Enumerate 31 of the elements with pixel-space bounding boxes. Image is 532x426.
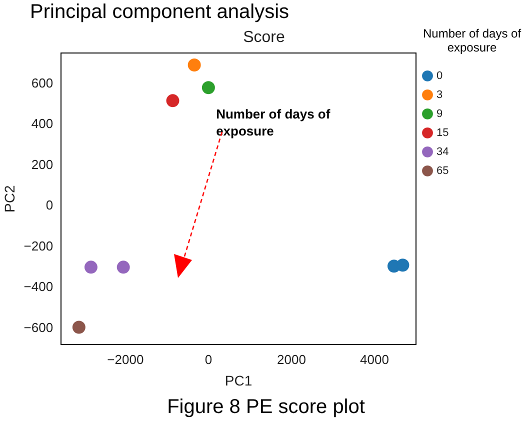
y-tick-label: 200 bbox=[31, 156, 54, 172]
y-tick-label: −600 bbox=[24, 320, 54, 335]
x-axis-title: PC1 bbox=[224, 372, 252, 388]
chart-title: Principal component analysis bbox=[29, 0, 290, 24]
legend-label: 34 bbox=[436, 146, 449, 158]
y-tick-label: −200 bbox=[24, 238, 54, 254]
y-tick-label: 400 bbox=[31, 116, 54, 132]
y-tick-label: 600 bbox=[31, 75, 54, 90]
point bbox=[116, 260, 130, 274]
legend-title: Number of days of exposure bbox=[422, 26, 522, 55]
legend-label: 9 bbox=[436, 108, 443, 120]
y-tick-label: −400 bbox=[24, 279, 54, 294]
point bbox=[166, 94, 180, 108]
y-tick-label: 0 bbox=[46, 198, 54, 213]
chart-subtitle: Score bbox=[243, 29, 285, 46]
y-axis-title: PC2 bbox=[1, 185, 18, 213]
point bbox=[84, 260, 98, 274]
legend-label: 3 bbox=[436, 88, 443, 101]
x-tick-label: 2000 bbox=[277, 352, 306, 367]
point bbox=[188, 58, 201, 72]
legend-label: 15 bbox=[436, 126, 449, 139]
legend-label: 0 bbox=[436, 70, 443, 82]
point bbox=[72, 320, 86, 334]
x-tick-label: 4000 bbox=[360, 352, 389, 367]
x-tick-label: 0 bbox=[204, 352, 212, 367]
point bbox=[396, 258, 410, 272]
legend-label: 65 bbox=[436, 164, 449, 177]
annotation: Number of days of exposure bbox=[216, 106, 331, 138]
x-tick-label: −2000 bbox=[107, 352, 144, 367]
caption: Figure 8 PE score plot bbox=[166, 395, 366, 420]
point bbox=[202, 81, 215, 94]
